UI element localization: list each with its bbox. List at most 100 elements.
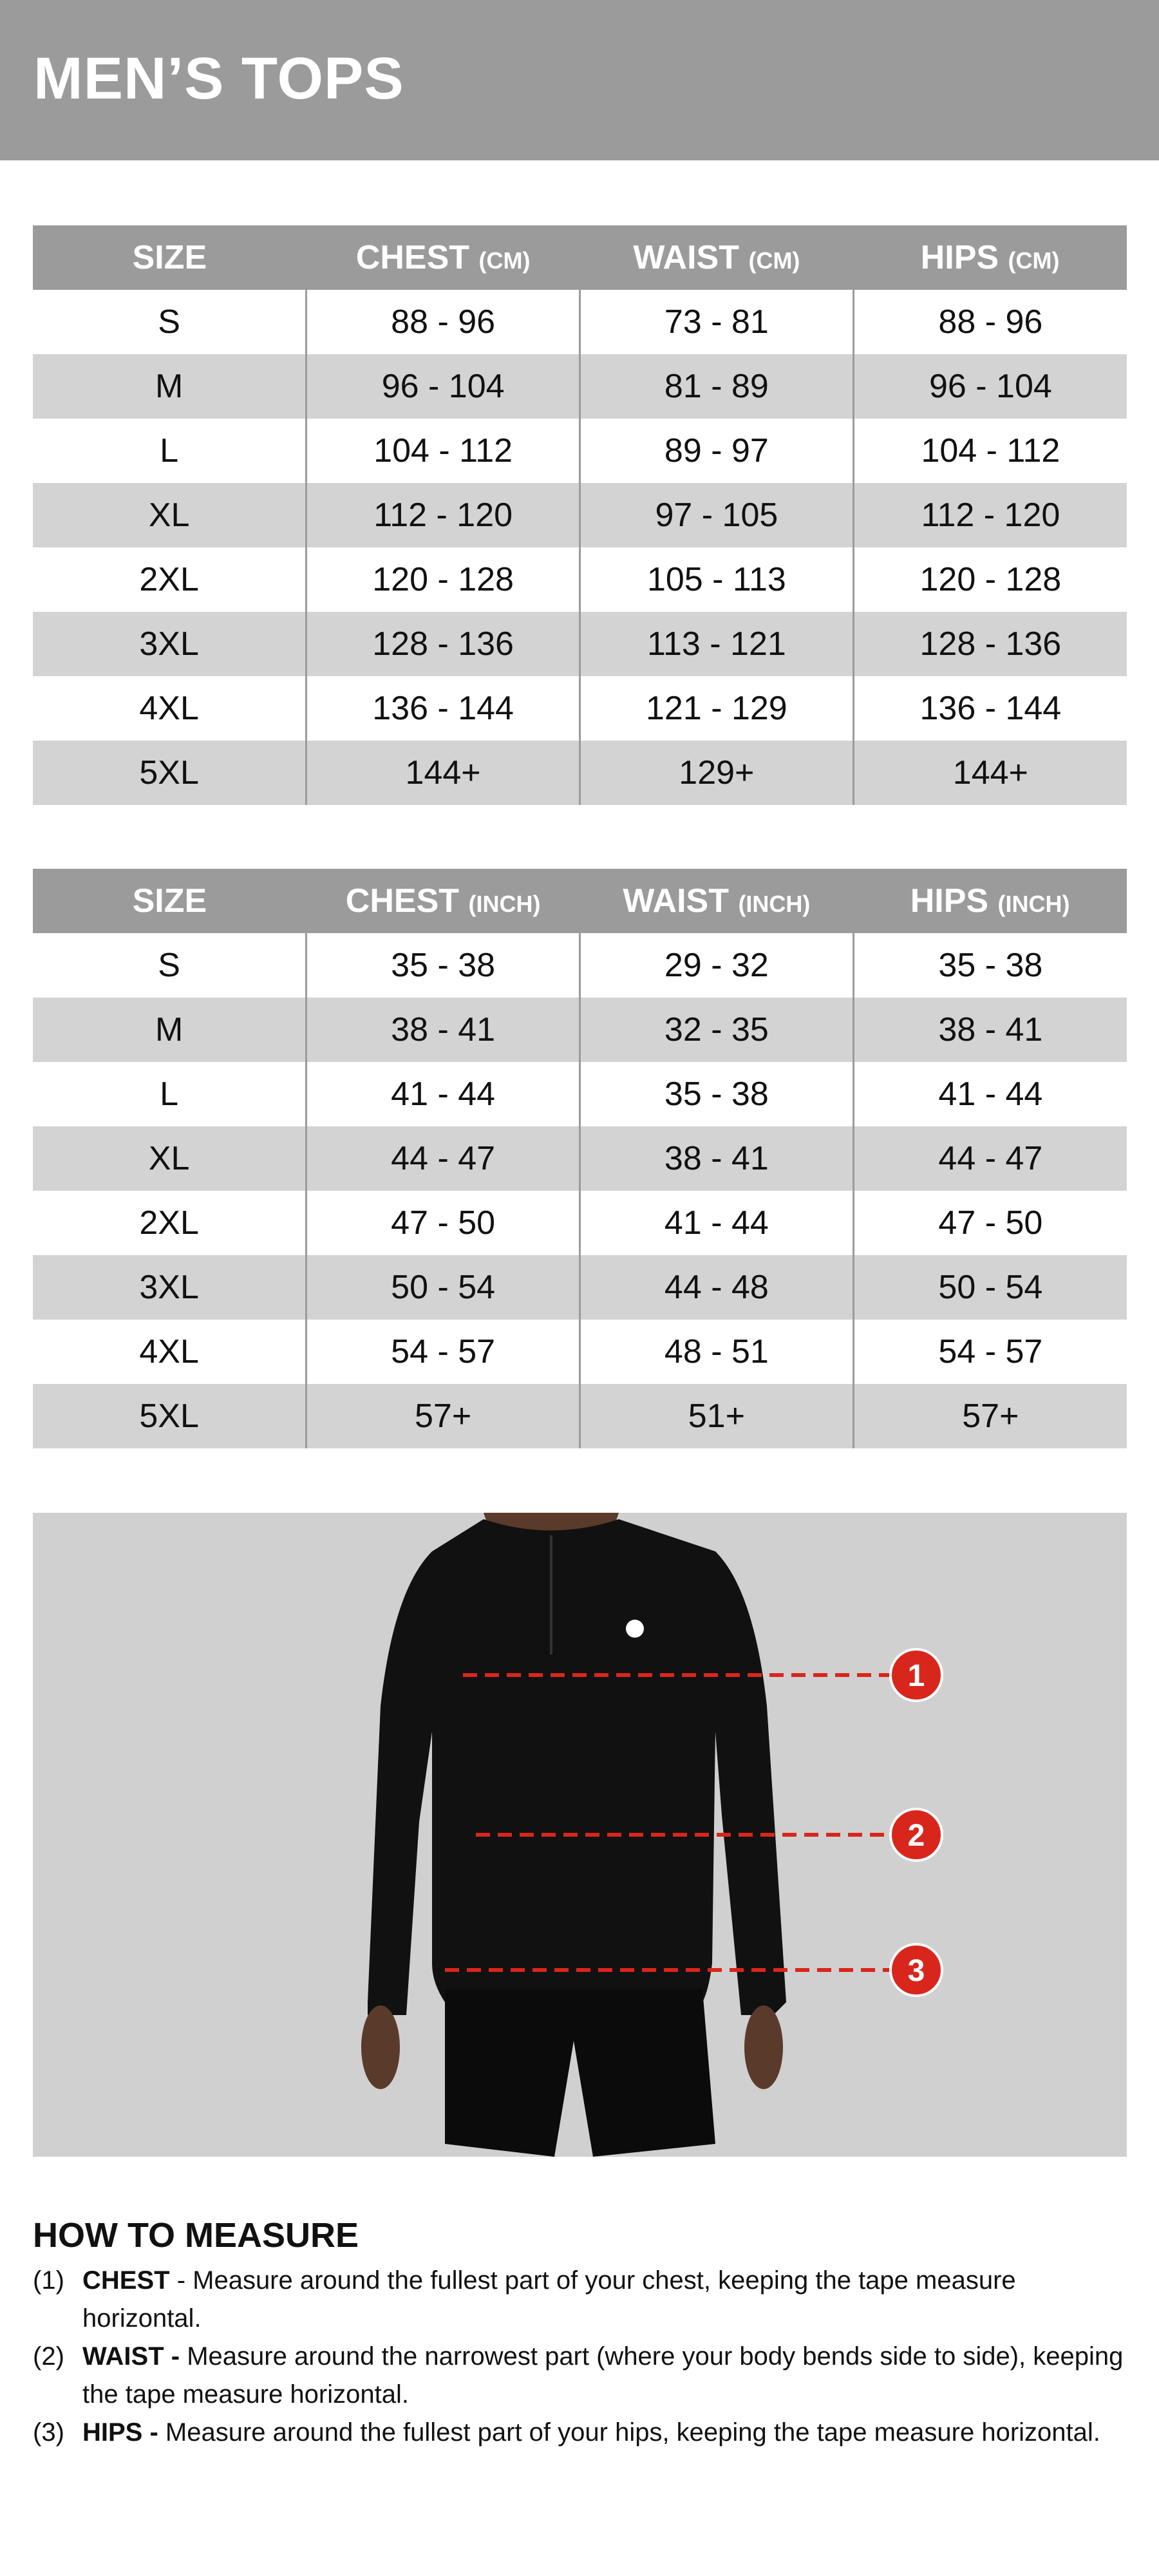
column-unit: (CM) [748, 247, 800, 274]
size-cell: 5XL [33, 741, 306, 805]
instruction-term: WAIST - [82, 2342, 180, 2371]
column-unit: (INCH) [738, 891, 811, 917]
measurement-cell: 44 - 47 [305, 1126, 580, 1191]
how-to-measure: HOW TO MEASURE (1) CHEST - Measure around… [33, 2215, 1127, 2452]
model-illustration: 1 2 3 [361, 1513, 943, 2157]
measurement-cell: 96 - 104 [852, 354, 1127, 419]
measurement-cell: 104 - 112 [305, 419, 580, 483]
size-cell: 2XL [139, 561, 199, 598]
shirt-silhouette [368, 1519, 786, 2015]
column-unit: (INCH) [997, 891, 1070, 917]
instruction-text: Measure around the fullest part of your … [158, 2418, 1100, 2447]
measurement-cell: 54 - 57 [852, 1320, 1127, 1384]
measurement-cell: 51+ [579, 1384, 854, 1448]
column-header: CHEST (INCH) [306, 869, 580, 933]
brand-logo-icon [626, 1620, 644, 1638]
column-label: HIPS [920, 239, 999, 276]
column-unit: (INCH) [468, 891, 541, 917]
table-header-row: SIZE CHEST (CM) WAIST (CM) HIPS (CM) [33, 225, 1127, 290]
instruction-text: Measure around the narrowest part (where… [82, 2342, 1124, 2409]
measurement-cell: 136 - 144 [305, 676, 580, 741]
measurement-cell: 112 - 120 [305, 483, 580, 547]
measurement-cell: 44 - 47 [852, 1126, 1127, 1191]
measurement-cell: 73 - 81 [579, 290, 854, 354]
size-cell: 4XL [139, 690, 199, 727]
size-cell: 3XL [33, 612, 306, 676]
instruction-number: (2) [33, 2342, 64, 2371]
size-cell: XL [33, 1126, 306, 1191]
size-cell: L [160, 1075, 179, 1113]
column-header: SIZE [33, 225, 306, 290]
measurement-cell: 32 - 35 [579, 998, 854, 1062]
measurement-cell: 104 - 112 [852, 419, 1127, 483]
column-unit: (CM) [1008, 247, 1060, 274]
table-row: 3XL 50 - 54 44 - 48 50 - 54 [33, 1255, 1127, 1320]
instruction-text: - Measure around the fullest part of you… [82, 2266, 1016, 2333]
measurement-cell: 128 - 136 [852, 612, 1127, 676]
measurement-cell: 41 - 44 [852, 1062, 1127, 1126]
measurement-cell: 38 - 41 [305, 998, 580, 1062]
column-header: WAIST (INCH) [580, 869, 854, 933]
measurement-cell: 57+ [852, 1384, 1127, 1448]
table-row: XL 44 - 47 38 - 41 44 - 47 [33, 1126, 1127, 1191]
measurement-cell: 35 - 38 [852, 933, 1127, 998]
measure-instruction: (3) HIPS - Measure around the fullest par… [33, 2414, 1127, 2452]
measurement-cell: 41 - 44 [305, 1062, 580, 1126]
measurement-cell: 88 - 96 [305, 290, 580, 354]
measurement-cell: 35 - 38 [579, 1062, 854, 1126]
measurement-cell: 41 - 44 [579, 1191, 854, 1255]
measurement-cell: 121 - 129 [579, 676, 854, 741]
measurement-cell: 136 - 144 [852, 676, 1127, 741]
measurement-cell: 97 - 105 [579, 483, 854, 547]
measurement-cell: 57+ [305, 1384, 580, 1448]
table-row: 5XL 57+ 51+ 57+ [33, 1384, 1127, 1448]
measurement-cell: 50 - 54 [852, 1255, 1127, 1320]
size-cell: 3XL [33, 1255, 306, 1320]
size-cell: L [160, 432, 179, 469]
right-hand [744, 2005, 783, 2089]
table-row: 2XL 120 - 128 105 - 113 120 - 128 [33, 547, 1127, 612]
measurement-cell: 128 - 136 [305, 612, 580, 676]
table-row: XL 112 - 120 97 - 105 112 - 120 [33, 483, 1127, 547]
marker-circle-2 [889, 1808, 943, 1862]
page-title: MEN’S TOPS [33, 46, 404, 111]
column-label: CHEST [345, 882, 460, 920]
measurement-cell: 47 - 50 [305, 1191, 580, 1255]
measurement-cell: 81 - 89 [579, 354, 854, 419]
table-row: 3XL 128 - 136 113 - 121 128 - 136 [33, 612, 1127, 676]
measurement-photo: 1 2 3 [33, 1513, 1127, 2157]
size-table-inch: SIZE CHEST (INCH) WAIST (INCH) HIPS (INCH) S… [33, 869, 1127, 1448]
measurement-cell: 48 - 51 [579, 1320, 854, 1384]
column-header: HIPS (INCH) [853, 869, 1127, 933]
table-row: M 96 - 104 81 - 89 96 - 104 [33, 354, 1127, 419]
measure-instruction: (1) CHEST - Measure around the fullest pa… [33, 2262, 1127, 2338]
measurement-cell: 38 - 41 [579, 1126, 854, 1191]
measurement-cell: 88 - 96 [852, 290, 1127, 354]
column-label: WAIST [633, 239, 739, 276]
measurement-cell: 112 - 120 [852, 483, 1127, 547]
measurement-cell: 129+ [579, 741, 854, 805]
measurement-cell: 89 - 97 [579, 419, 854, 483]
size-cell: S [158, 303, 180, 341]
size-cell: M [33, 354, 306, 419]
table-row: 2XL 47 - 50 41 - 44 47 - 50 [33, 1191, 1127, 1255]
measurement-cell: 113 - 121 [579, 612, 854, 676]
measurement-cell: 105 - 113 [579, 547, 854, 612]
table-row: L 41 - 44 35 - 38 41 - 44 [33, 1062, 1127, 1126]
column-label: CHEST [355, 239, 470, 276]
table-row: 5XL 144+ 129+ 144+ [33, 741, 1127, 805]
marker-label: 2 [908, 1819, 925, 1853]
size-cell: 4XL [139, 1333, 199, 1370]
measurement-cell: 54 - 57 [305, 1320, 580, 1384]
measurement-cell: 44 - 48 [579, 1255, 854, 1320]
instruction-number: (3) [33, 2418, 64, 2447]
measurement-cell: 96 - 104 [305, 354, 580, 419]
size-cell: 2XL [139, 1204, 199, 1242]
left-hand [361, 2005, 400, 2089]
table-row: M 38 - 41 32 - 35 38 - 41 [33, 998, 1127, 1062]
measurement-cell: 120 - 128 [305, 547, 580, 612]
marker-label: 1 [908, 1659, 925, 1693]
size-cell: M [33, 998, 306, 1062]
measurement-cell: 144+ [305, 741, 580, 805]
measurement-cell: 35 - 38 [305, 933, 580, 998]
